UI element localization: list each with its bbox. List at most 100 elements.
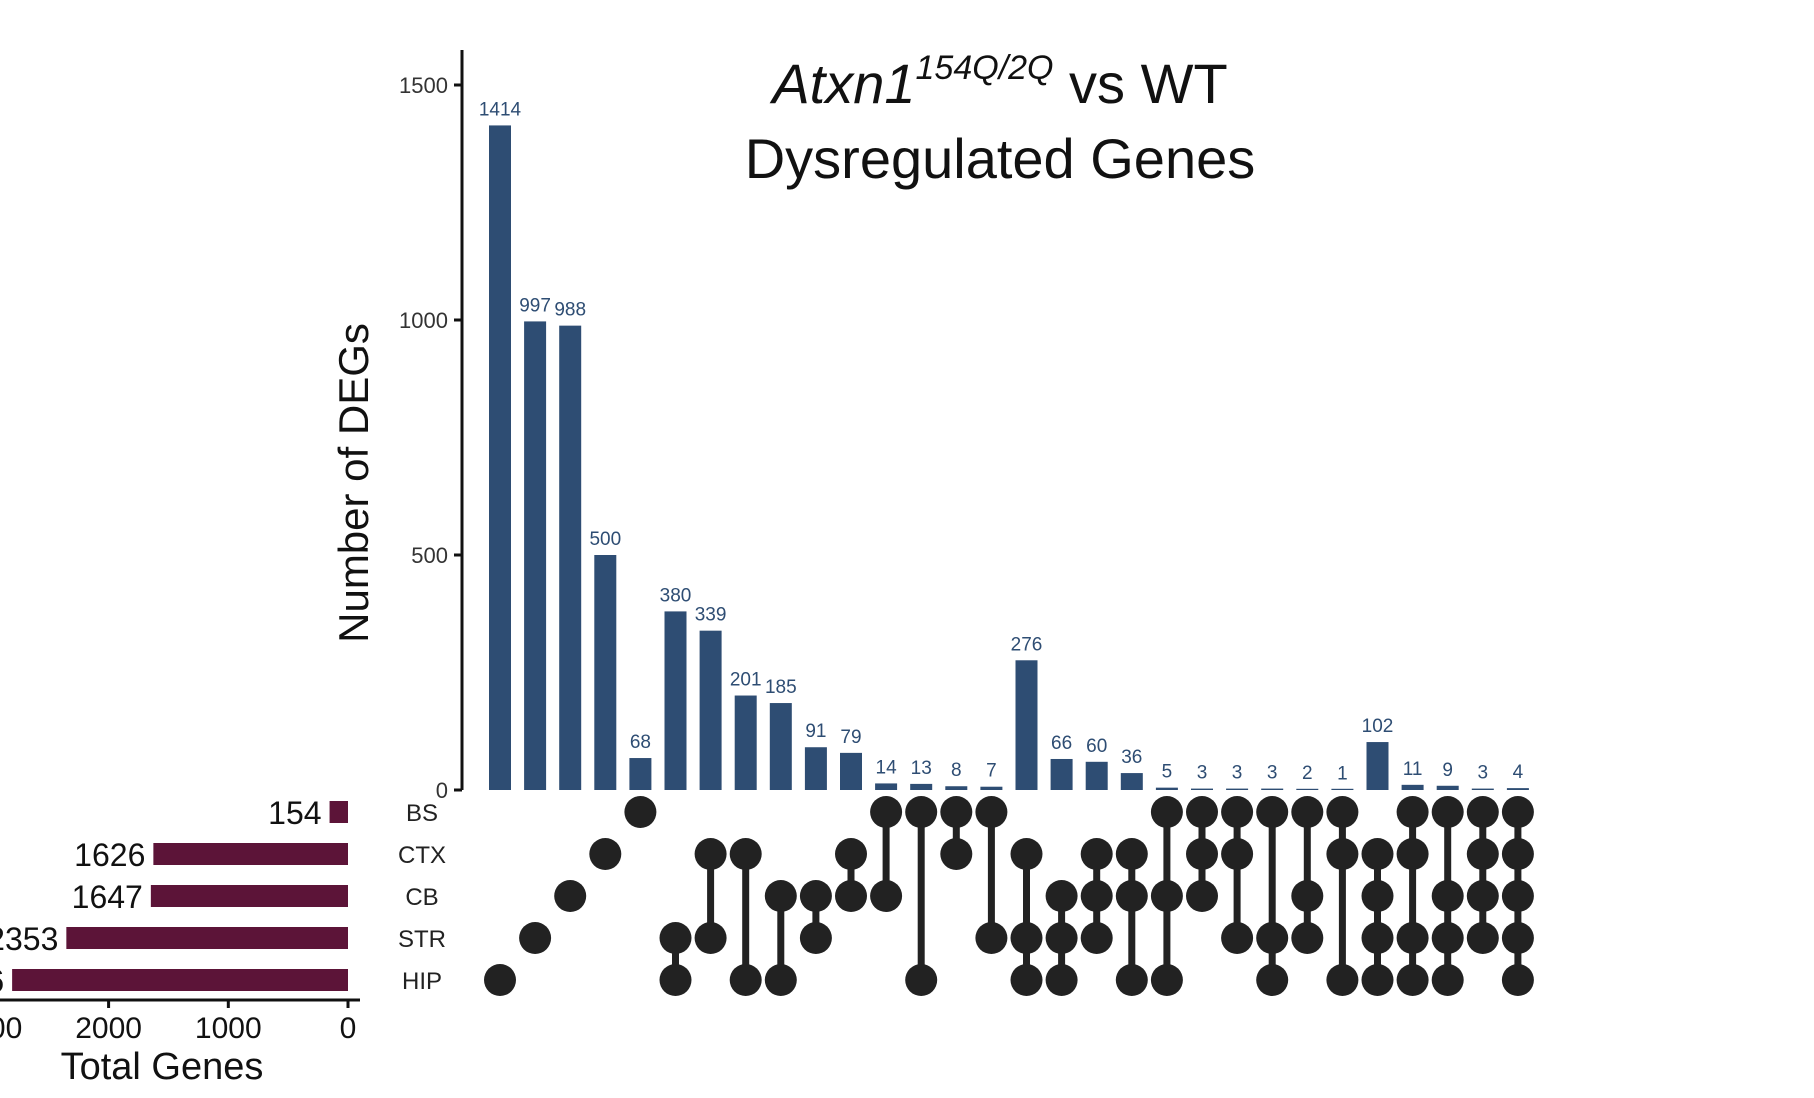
y-tick-label: 1000 [399,308,448,333]
matrix-dot [1080,922,1113,954]
matrix-dot [1361,964,1394,996]
matrix-dot [975,922,1008,954]
intersection-bar [1331,788,1354,790]
intersection-value-label: 3 [1267,763,1278,784]
intersection-value-label: 4 [1513,762,1524,783]
matrix-dot [1361,922,1394,954]
matrix-dot [729,964,762,996]
set-axis-tick-label: 3000 [0,1012,22,1045]
intersection-bar [840,752,862,790]
intersection-value-label: 7 [986,761,997,782]
matrix-dot [1186,796,1218,828]
matrix-dot [1256,796,1289,828]
title-gene: Atxn1 [769,52,915,115]
intersection-value-label: 68 [630,732,651,753]
matrix-dot [835,838,867,870]
set-axis-tick-label: 0 [340,1012,357,1045]
matrix-dot [1396,922,1429,954]
matrix-dot [729,838,762,870]
intersection-value-label: 201 [730,670,762,691]
set-total-label: 1626 [74,837,145,873]
set-total-label: 1647 [72,879,143,915]
y-axis: 0 500 1000 1500 [399,50,464,803]
intersection-bar [1261,788,1284,790]
y-tick-label: 1500 [399,73,448,98]
intersection-value-label: 185 [765,677,797,698]
intersection-value-label: 14 [876,757,898,778]
matrix-dot [1080,838,1113,870]
matrix-dot [835,880,867,912]
intersection-value-label: 9 [1442,760,1453,781]
matrix-dot [1186,880,1218,912]
matrix-dot [940,796,973,828]
matrix-dot [1291,922,1324,954]
intersection-value-label: 36 [1121,747,1142,768]
matrix-dot [1150,880,1183,912]
chart-title-line2: Dysregulated Genes [745,127,1256,190]
matrix-dot [905,964,938,996]
matrix-dot [1501,922,1534,954]
matrix-dot [1186,838,1218,870]
matrix-dot [1501,838,1534,870]
set-total-label: 154 [268,795,321,831]
matrix-dot [1115,964,1148,996]
set-axis-label: Total Genes [61,1046,264,1088]
intersection-bar [1120,773,1143,790]
matrix-dot [870,880,903,912]
set-size-bar [12,969,349,991]
intersection-bar [769,703,792,790]
intersection-value-label: 79 [840,727,861,748]
intersection-bar [1191,788,1213,790]
matrix-dot [1045,964,1078,996]
intersection-bar [594,555,617,790]
intersection-value-label: 1414 [479,99,522,120]
matrix-dot [1466,880,1499,912]
matrix-dot [1396,838,1429,870]
matrix-dot [1256,964,1289,996]
matrix-dot [1431,880,1464,912]
matrix-dot [1010,838,1043,870]
matrix-dot [1291,880,1324,912]
intersection-bar [524,321,547,790]
intersection-bar [875,783,898,790]
title-suffix: vs WT [1054,52,1228,115]
set-name-label: CB [405,884,438,911]
intersection-value-label: 339 [695,605,727,626]
matrix-dot [1221,838,1254,870]
set-name-label: BS [406,800,438,827]
intersection-value-label: 997 [519,295,551,316]
chart-title: Atxn1154Q/2Q vs WT Dysregulated Genes [745,49,1256,190]
intersection-value-label: 3 [1232,763,1243,784]
intersection-value-label: 66 [1051,733,1072,754]
intersection-value-label: 2 [1302,763,1313,784]
matrix-dot [1080,880,1113,912]
matrix-dot [1361,838,1394,870]
matrix-dot [1150,796,1183,828]
intersection-value-label: 3 [1197,763,1208,784]
intersection-bar [1155,787,1178,790]
matrix-dot [1010,964,1043,996]
intersection-bar [1506,788,1529,790]
intersection-bar [1015,660,1038,790]
intersection-value-label: 380 [660,585,692,606]
intersection-bar [734,695,757,790]
matrix-dot [1466,922,1499,954]
matrix-dot [870,796,903,828]
matrix-dot [1431,922,1464,954]
matrix-dot [1396,796,1429,828]
matrix-dot [1466,796,1499,828]
intersection-bar [1226,788,1249,790]
matrix-dot [1010,922,1043,954]
intersection-value-label: 276 [1011,634,1043,655]
matrix-dot [1501,880,1534,912]
matrix-dot [1045,880,1078,912]
set-name-label: STR [398,926,446,953]
matrix-dot [1221,922,1254,954]
matrix-dot [694,922,727,954]
intersection-value-label: 5 [1162,762,1173,783]
intersection-value-label: 988 [554,300,586,321]
set-total-label: 06 [0,963,4,999]
